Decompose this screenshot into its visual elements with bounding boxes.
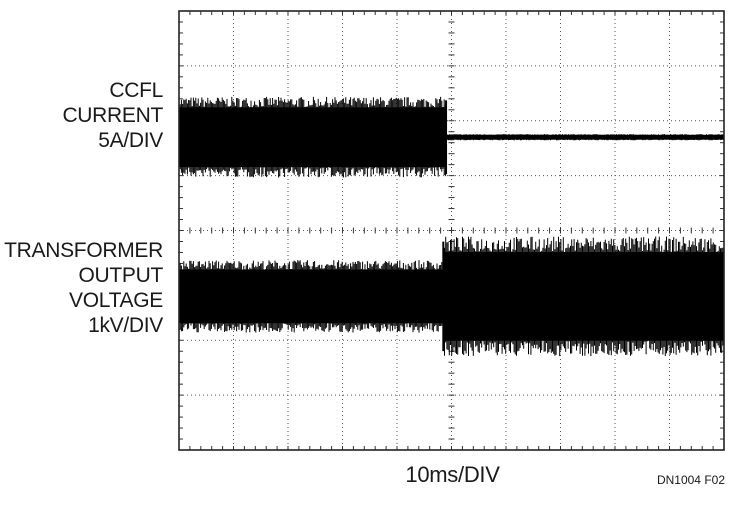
channel-label-line: OUTPUT [78, 264, 163, 287]
trace-transformer-voltage [178, 236, 724, 357]
figure-id: DN1004 F02 [656, 473, 725, 487]
channel-label-line: CCFL [109, 79, 163, 102]
scope-frame [178, 10, 725, 451]
channel-label-transformer-voltage: TRANSFORMER OUTPUT VOLTAGE 1kV/DIV [4, 238, 163, 338]
channel-label-line: 5A/DIV [98, 129, 163, 152]
scope-traces [178, 96, 724, 357]
trace-noise [178, 260, 444, 333]
channel-label-line: TRANSFORMER [4, 239, 163, 262]
trace-noise [178, 96, 446, 178]
scope-grid [178, 10, 725, 451]
channel-label-line: 1kV/DIV [88, 314, 163, 337]
x-axis-label: 10ms/DIV [405, 462, 500, 487]
channel-label-ccfl-current: CCFL CURRENT 5A/DIV [62, 78, 163, 153]
trace-ccfl-current [178, 96, 724, 178]
channel-label-line: CURRENT [62, 104, 163, 127]
channel-label-line: VOLTAGE [69, 289, 163, 312]
